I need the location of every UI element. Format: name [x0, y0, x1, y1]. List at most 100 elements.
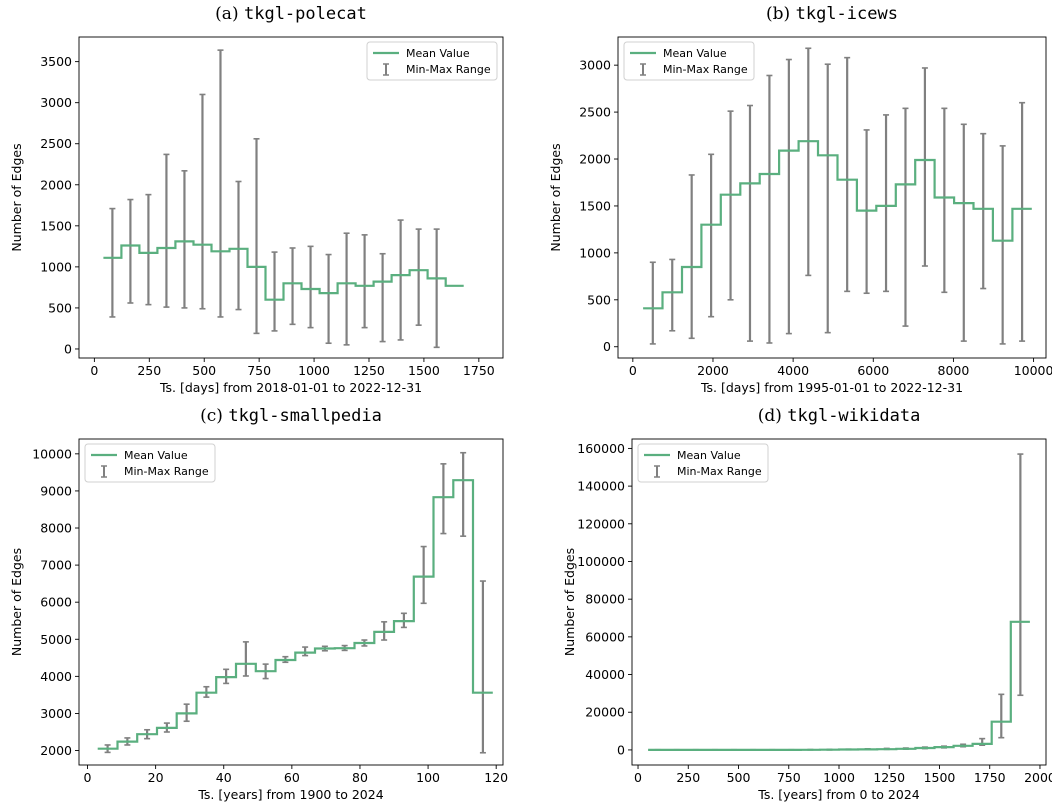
axes-frame	[78, 36, 504, 359]
legend: Mean Value Min-Max Range	[84, 443, 216, 483]
x-tick-label: 0	[84, 770, 92, 785]
y-axis-label: Number of Edges	[9, 548, 24, 656]
y-tick-label: 80000	[585, 592, 625, 607]
y-tick-label: 0	[603, 339, 611, 354]
x-tick-label: 0	[90, 363, 98, 378]
panel-4: (d) tkgl-wikidata 0 250 500 750 1000 1250 1500 1…	[562, 406, 1052, 802]
x-tick-label: 500	[192, 363, 216, 378]
panel-title-prefix: (d)	[758, 406, 782, 426]
panel-title-name: tkgl-icews	[796, 4, 898, 24]
y-tick-label: 3000	[40, 95, 72, 110]
legend-box	[84, 443, 216, 483]
panel-title-name: tkgl-wikidata	[787, 406, 920, 426]
x-tick-label: 1500	[408, 363, 440, 378]
x-tick-label: 1250	[873, 770, 905, 785]
y-tick-label: 1000	[579, 245, 611, 260]
panel-title: (c) tkgl-smallpedia	[200, 406, 382, 426]
y-tick-label: 140000	[577, 479, 625, 494]
legend: Mean Value Min-Max Range	[637, 443, 769, 483]
x-axis-label: Ts. [years] from 1900 to 2024	[197, 787, 383, 802]
x-tick-label: 2000	[1024, 770, 1052, 785]
x-tick-label: 0	[634, 770, 642, 785]
panel-1: (a) tkgl-polecat 0 250 500 750 1000 1250 1500 17…	[9, 4, 504, 395]
x-axis-label: Ts. [days] from 2018-01-01 to 2022-12-31	[159, 380, 422, 395]
x-tick-label: 10000	[1014, 363, 1052, 378]
x-tick-label: 4000	[777, 363, 809, 378]
panel-title-prefix: (b)	[766, 4, 790, 24]
y-tick-label: 4000	[40, 669, 72, 684]
y-tick-label: 160000	[577, 441, 625, 456]
x-axis-label: Ts. [years] from 0 to 2024	[757, 787, 920, 802]
plot-area	[103, 49, 464, 349]
legend-mean-label: Mean Value	[124, 449, 188, 462]
x-tick-label: 100	[416, 770, 440, 785]
y-tick-label: 6000	[40, 595, 72, 610]
x-tick-label: 2000	[697, 363, 729, 378]
x-tick-label: 40	[216, 770, 232, 785]
plot-area	[643, 47, 1032, 345]
y-tick-label: 9000	[40, 483, 72, 498]
legend-range-label: Min-Max Range	[677, 465, 762, 478]
x-tick-label: 1750	[463, 363, 495, 378]
legend-range-label: Min-Max Range	[124, 465, 209, 478]
panel-title: (a) tkgl-polecat	[215, 4, 367, 24]
y-tick-label: 2500	[40, 136, 72, 151]
mean-value-line	[97, 479, 493, 750]
y-tick-label: 3000	[40, 706, 72, 721]
y-tick-label: 2000	[579, 152, 611, 167]
panel-title-prefix: (a)	[215, 4, 238, 24]
legend: Mean Value Min-Max Range	[366, 41, 498, 81]
plot-area	[97, 451, 493, 754]
axes-frame	[631, 438, 1047, 766]
x-tick-label: 1750	[974, 770, 1006, 785]
legend-mean-label: Mean Value	[406, 47, 470, 60]
y-tick-label: 2000	[40, 177, 72, 192]
y-axis-label: Number of Edges	[9, 143, 24, 251]
y-tick-label: 20000	[585, 705, 625, 720]
x-tick-label: 0	[629, 363, 637, 378]
y-tick-label: 7000	[40, 558, 72, 573]
y-tick-label: 8000	[40, 521, 72, 536]
legend: Mean Value Min-Max Range	[623, 41, 755, 81]
plot-area	[648, 453, 1030, 751]
axes-frame	[78, 438, 504, 766]
x-tick-label: 1500	[924, 770, 956, 785]
x-axis-label: Ts. [days] from 1995-01-01 to 2022-12-31	[700, 380, 963, 395]
x-tick-label: 250	[676, 770, 700, 785]
x-tick-label: 8000	[938, 363, 970, 378]
panel-title-name: tkgl-polecat	[244, 4, 367, 24]
x-tick-label: 80	[352, 770, 368, 785]
y-tick-label: 100000	[577, 554, 625, 569]
y-tick-label: 1000	[40, 259, 72, 274]
y-tick-label: 120000	[577, 516, 625, 531]
y-axis-label: Number of Edges	[548, 143, 563, 251]
panel-title: (b) tkgl-icews	[766, 4, 898, 24]
legend-box	[623, 41, 755, 81]
y-tick-label: 40000	[585, 667, 625, 682]
x-tick-label: 1250	[353, 363, 385, 378]
x-tick-label: 250	[137, 363, 161, 378]
y-tick-label: 0	[64, 341, 72, 356]
x-tick-label: 750	[247, 363, 271, 378]
mean-value-line	[648, 620, 1030, 751]
panel-title: (d) tkgl-wikidata	[758, 406, 921, 426]
x-tick-label: 500	[727, 770, 751, 785]
x-tick-label: 120	[484, 770, 508, 785]
axes-frame	[617, 36, 1047, 359]
y-tick-label: 10000	[32, 446, 72, 461]
y-tick-label: 5000	[40, 632, 72, 647]
legend-box	[637, 443, 769, 483]
panel-title-name: tkgl-smallpedia	[228, 406, 382, 426]
x-tick-label: 6000	[857, 363, 889, 378]
panel-3: (c) tkgl-smallpedia 0 20 40 60 80 100 120 2000 30…	[9, 406, 508, 802]
x-tick-label: 750	[777, 770, 801, 785]
legend-box	[366, 41, 498, 81]
y-tick-label: 60000	[585, 629, 625, 644]
y-tick-label: 1500	[40, 218, 72, 233]
panel-2: (b) tkgl-icews 0 2000 4000 6000 8000 10000 0 500…	[548, 4, 1052, 395]
x-tick-label: 1000	[298, 363, 330, 378]
y-tick-label: 3000	[579, 58, 611, 73]
x-tick-label: 1000	[823, 770, 855, 785]
